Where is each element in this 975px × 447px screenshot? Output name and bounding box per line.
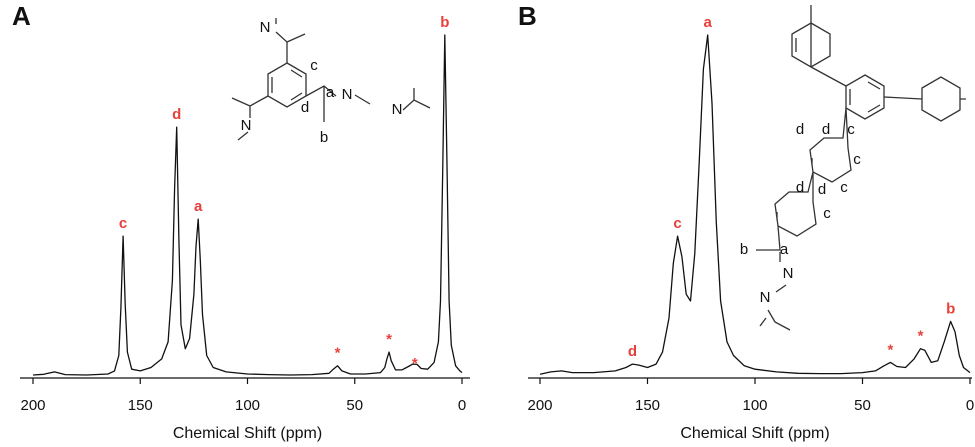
peak-label: * [335,345,341,362]
x-axis-label: Chemical Shift (ppm) [173,425,322,442]
atom-label: c [847,121,855,138]
atom-label: N [392,101,403,118]
atom-label: b [740,241,748,258]
x-tick-label: 100 [742,397,767,414]
peak-label: * [386,331,392,348]
x-tick-label: 0 [458,397,466,414]
x-axis-label: Chemical Shift (ppm) [680,425,829,442]
atom-label: N [241,117,252,134]
atom-label: N [342,86,353,103]
atom-label: d [301,99,309,116]
peak-label: c [673,215,681,232]
peak-label: * [888,341,894,358]
x-tick-label: 150 [128,397,153,414]
peak-label: c [119,215,127,232]
atom-label: N [260,19,271,36]
peak-label: * [412,355,418,372]
atom-label: N [760,289,771,306]
atom-label: d [822,121,830,138]
x-tick-label: 50 [346,397,363,414]
spectrum-line [539,34,971,375]
x-tick-label: 200 [527,397,552,414]
atom-label: N [783,265,794,282]
peak-label: a [194,198,203,215]
x-tick-label: 150 [635,397,660,414]
x-tick-label: 100 [235,397,260,414]
peak-label: a [704,14,713,31]
spectrum-line [32,34,463,376]
atom-label: d [818,181,826,198]
peak-label: d [628,343,637,360]
x-tick-label: 0 [966,397,974,414]
atom-label: c [840,179,848,196]
atom-label: c [310,57,318,74]
structure-a [231,18,431,141]
x-tick-label: 50 [854,397,871,414]
atom-label: d [796,179,804,196]
atom-label: b [320,129,328,146]
atom-label: a [326,84,335,101]
peak-label: b [946,300,955,317]
panel-label: B [518,1,537,31]
atom-label: c [823,205,831,222]
peak-label: * [918,328,924,345]
peak-label: b [440,14,449,31]
atom-label: c [853,151,861,168]
atom-label: a [780,241,789,258]
x-tick-label: 200 [20,397,45,414]
panel-label: A [12,1,31,31]
atom-label: d [796,121,804,138]
peak-label: d [172,106,181,123]
structure-b [756,5,966,331]
